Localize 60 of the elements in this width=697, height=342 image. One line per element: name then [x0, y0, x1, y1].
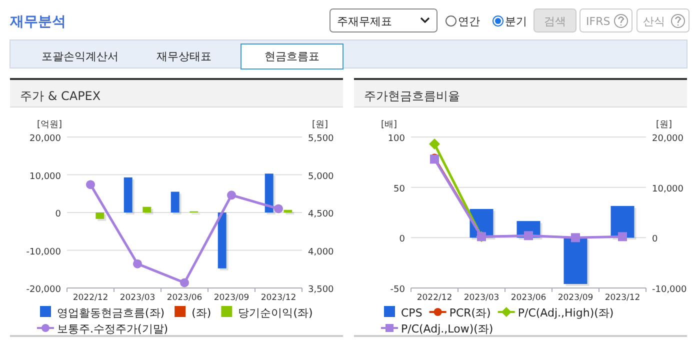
x-tick-label: 2023/12	[260, 293, 296, 303]
text: 산식	[643, 15, 665, 28]
x-tick-label: 2023/09	[214, 293, 250, 303]
text: 연간	[458, 15, 480, 28]
y-axis-title: [배]	[381, 120, 398, 130]
point	[618, 232, 627, 242]
x-tick-label: 2023/09	[558, 293, 594, 303]
y-tick-label: 0	[55, 210, 62, 220]
legend-label: CPS	[401, 306, 422, 320]
text: 현금흐름표	[264, 50, 320, 63]
text: 검색	[544, 15, 566, 28]
y2-tick-label: 5,000	[308, 172, 334, 182]
y2-tick-label: 4,000	[308, 247, 334, 258]
legend-label: 영업활동현금흐름(좌)	[57, 306, 165, 320]
chart-title: 주가 & CAPEX	[20, 89, 101, 103]
y-tick-label: 20,000	[30, 134, 62, 144]
legend-label: 보통주.수정주가(기말)	[57, 322, 168, 336]
y2-tick-label: 3,500	[308, 285, 334, 295]
point	[180, 278, 189, 288]
point	[429, 138, 440, 150]
point	[571, 233, 580, 242]
legend-label: PCR(좌)	[449, 306, 491, 320]
text: 재무분석	[9, 14, 66, 30]
x-tick-label: 2023/03	[464, 293, 500, 303]
y2-tick-label: 0	[652, 234, 658, 245]
y2-tick-label: 10,000	[652, 184, 684, 194]
text: 분기	[505, 15, 527, 28]
text: IFRS	[586, 15, 610, 28]
x-tick-label: 2023/12	[604, 293, 640, 303]
chart-title: 주가현금흐름비율	[364, 89, 460, 103]
y2-axis-title: [원]	[312, 120, 328, 130]
x-tick-label: 2023/06	[510, 293, 546, 303]
legend-label: P/C(Adj.,High)(좌)	[518, 306, 614, 320]
y-tick-label: 10,000	[30, 172, 62, 182]
y-tick-label: -50	[390, 285, 406, 295]
y-axis-title: [억원]	[37, 120, 62, 130]
y2-tick-label: 5,500	[308, 134, 334, 144]
text: 포괄손익계산서	[42, 50, 118, 63]
y-tick-label: -20,000	[26, 285, 62, 295]
x-tick-label: 2023/03	[120, 293, 156, 303]
y2-tick-label: 4,500	[308, 210, 334, 220]
y2-tick-label: -10,000	[652, 285, 688, 295]
y2-axis-title: [원]	[656, 120, 672, 130]
y-tick-label: -10,000	[26, 247, 62, 258]
legend-label: 당기순이익(좌)	[238, 306, 313, 320]
text: 재무상태표	[156, 50, 212, 63]
x-tick-label: 2023/06	[166, 293, 202, 303]
legend-label: P/C(Adj.,Low)(좌)	[401, 322, 494, 336]
point	[133, 259, 142, 268]
y-tick-label: 50	[394, 184, 406, 194]
x-tick-label: 2022/12	[416, 293, 452, 303]
point	[227, 190, 236, 200]
text: 주재무제표	[337, 15, 392, 28]
x-tick-label: 2022/12	[72, 293, 108, 303]
y-tick-label: 100	[388, 134, 406, 144]
point	[86, 180, 95, 190]
y2-tick-label: 20,000	[652, 134, 684, 144]
point	[274, 204, 283, 214]
y-tick-label: 0	[399, 234, 406, 245]
legend-label: (좌)	[192, 306, 212, 320]
